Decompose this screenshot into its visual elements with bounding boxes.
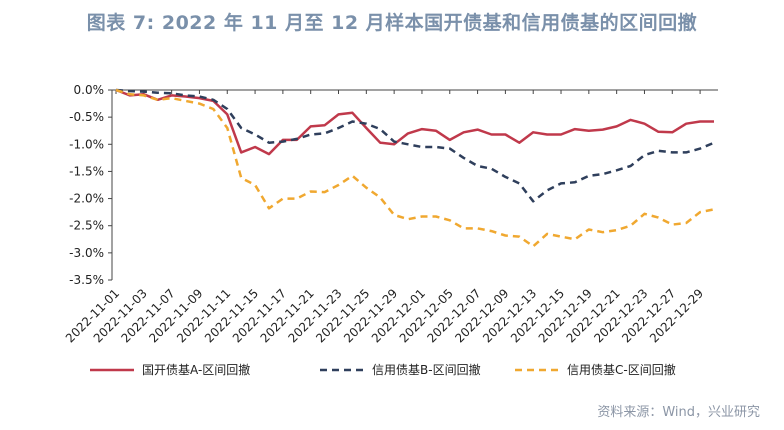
y-tick-label: -3.0%: [69, 246, 104, 260]
series-line-2: [115, 88, 715, 203]
chart-title: 图表 7: 2022 年 11 月至 12 月样本国开债基和信用债基的区间回撤: [86, 12, 698, 34]
series-line-1: [115, 88, 714, 156]
x-axis: 2022-11-012022-11-032022-11-072022-11-09…: [63, 89, 718, 345]
y-axis: 0.0% -0.5% -1.0% -1.5% -2.0% -2.5% -3.0% -3.5%: [69, 83, 113, 287]
y-tick-label: -3.5%: [69, 273, 104, 287]
y-tick-label: -1.0%: [69, 137, 104, 151]
y-tick-label: -2.0%: [69, 192, 104, 206]
legend-label-2: 信用债基B-区间回撤: [372, 362, 481, 377]
y-tick-label: -0.5%: [69, 110, 104, 124]
line-chart: 0.0%-0.5%-1.0%-1.5%-2.0%-2.5%-3.0%-3.5% …: [63, 83, 718, 377]
y-tick-label: -2.5%: [69, 219, 104, 233]
series-layer: [115, 88, 715, 248]
source-note: 资料来源：Wind，兴业研究: [597, 405, 760, 420]
y-tick-label: 0.0%: [74, 83, 105, 97]
legend-label-1: 国开债基A-区间回撤: [142, 362, 250, 377]
legend-label-3: 信用债基C-区间回撤: [567, 362, 676, 377]
legend: 国开债基A-区间回撤 信用债基B-区间回撤 信用债基C-区间回撤: [90, 362, 676, 377]
y-tick-label: -1.5%: [69, 164, 104, 178]
series-line-3: [115, 88, 715, 248]
